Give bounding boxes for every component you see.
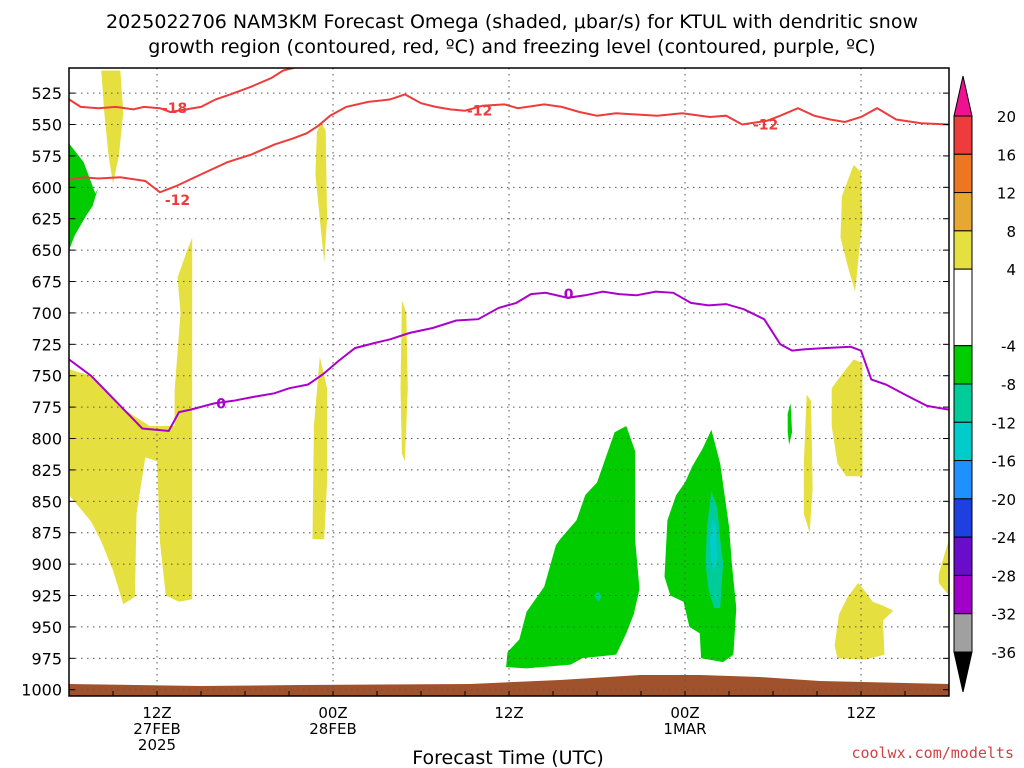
- contour-dendritic-growth-minus12: [69, 93, 949, 194]
- y-tick-label-650: 650: [31, 241, 62, 260]
- shade-green-top-left: [69, 143, 99, 251]
- shade-green-1mar-00z-west: [506, 426, 640, 669]
- colorbar-segment: [953, 153, 973, 194]
- colorbar-segment: [953, 460, 973, 500]
- colorbar-segment: [953, 536, 973, 576]
- colorbar-segment: [953, 574, 973, 615]
- x-axis-label: Forecast Time (UTC): [412, 747, 603, 768]
- grid-lines: [69, 68, 949, 696]
- colorbar-tick-label: -4: [1001, 338, 1016, 356]
- y-tick-label-675: 675: [31, 273, 62, 292]
- site-credit: coolwx.com/modelts: [851, 744, 1014, 762]
- omega-shading-layer: [69, 70, 949, 669]
- colorbar-tick-label: -16: [992, 453, 1017, 471]
- y-tick-label-725: 725: [31, 335, 62, 354]
- x-tick-label-6-1: 27FEB: [133, 720, 180, 738]
- contour-freezing-level-0: [69, 290, 949, 433]
- shade-yellow-1mar-12z-upper: [840, 164, 863, 292]
- contour-label-freezing-repeat: 0: [564, 287, 574, 303]
- y-tick-label-925: 925: [31, 587, 62, 606]
- colorbar-top-arrow: [953, 75, 973, 117]
- shade-yellow-left-large: [69, 237, 193, 605]
- colorbar-bottom-arrow: [953, 651, 973, 693]
- y-tick-label-850: 850: [31, 492, 62, 511]
- y-tick-label-700: 700: [31, 304, 62, 323]
- colorbar-segment: [953, 383, 973, 423]
- pressure-axis: 525 550 575 600 625 650 675 700 725 750 775 800 825 8…: [21, 84, 949, 700]
- contour-label-dendritic-growth-minus18: -18: [162, 101, 187, 117]
- colorbar-tick-label: 4: [1006, 261, 1016, 279]
- shade-green-1mar-07z: [787, 403, 793, 445]
- shade-yellow-28feb-06z: [400, 300, 408, 462]
- x-tick-label-54-0: 12Z: [846, 704, 875, 722]
- shade-yellow-1mar-10z: [831, 359, 863, 477]
- y-tick-label-775: 775: [31, 398, 62, 417]
- ground-terrain: [69, 675, 949, 696]
- y-tick-label-750: 750: [31, 367, 62, 386]
- y-tick-label-825: 825: [31, 461, 62, 480]
- x-tick-label-30-0: 12Z: [494, 704, 523, 722]
- shade-yellow-28feb-00z-upper: [315, 122, 328, 263]
- colorbar-tick-label: -8: [1001, 376, 1016, 394]
- y-tick-label-1000: 1000: [21, 681, 62, 700]
- y-tick-label-625: 625: [31, 210, 62, 229]
- shade-cyan-core-1mar: [709, 517, 718, 571]
- y-tick-label-975: 975: [31, 649, 62, 668]
- colorbar-tick-label: 16: [997, 146, 1016, 164]
- shade-yellow-28feb-00z-lower: [312, 356, 328, 539]
- colorbar-tick-label: -32: [992, 606, 1017, 624]
- shade-yellow-right-edge: [938, 539, 949, 596]
- contour-dendritic-growth-minus18: [69, 68, 296, 114]
- x-tick-label-18-1: 28FEB: [309, 720, 356, 738]
- contour-label-minus12-repeat: -12: [753, 118, 778, 134]
- y-tick-label-550: 550: [31, 116, 62, 135]
- colorbar-segment: [953, 421, 973, 462]
- colorbar-segment: [953, 498, 973, 538]
- colorbar-tick-label: 8: [1006, 223, 1016, 241]
- x-tick-label-6-0: 12Z: [142, 704, 171, 722]
- contour-label-minus12-repeat: -12: [467, 104, 492, 120]
- shade-teal-small-1mar: [594, 591, 602, 602]
- contour-label-dendritic-growth-minus12: -12: [165, 193, 190, 209]
- x-tick-label-42-0: 00Z: [670, 704, 699, 722]
- shade-yellow-upper-left: [101, 70, 124, 184]
- x-tick-label-18-0: 00Z: [318, 704, 347, 722]
- colorbar-segment: [953, 230, 973, 270]
- y-tick-label-950: 950: [31, 618, 62, 637]
- y-tick-label-800: 800: [31, 430, 62, 449]
- y-tick-label-875: 875: [31, 524, 62, 543]
- contour-layer: -18 -12 0 -12 -12 0: [69, 68, 949, 433]
- shade-yellow-1mar-12z-lower: [834, 583, 894, 660]
- colorbar-segment: [953, 345, 973, 385]
- y-tick-label-600: 600: [31, 178, 62, 197]
- colorbar-tick-label: -36: [992, 644, 1017, 662]
- terrain-fill: [69, 675, 949, 696]
- plot-area: -18 -12 0 -12 -12 0: [69, 68, 949, 696]
- colorbar-tick-label: -12: [992, 414, 1017, 432]
- x-tick-label-42-1: 1MAR: [663, 720, 706, 738]
- y-tick-label-900: 900: [31, 555, 62, 574]
- colorbar-segment: [953, 192, 973, 232]
- x-tick-label-6-2: 2025: [138, 736, 176, 754]
- colorbar-tick-label: -24: [992, 529, 1017, 547]
- colorbar-tick-label: 20: [997, 108, 1016, 126]
- colorbar-segment: [953, 115, 973, 155]
- chart-title-line-2: growth region (contoured, red, ºC) and f…: [148, 36, 875, 58]
- colorbar-tick-label: -20: [992, 491, 1017, 509]
- colorbar-tick-label: 12: [997, 185, 1016, 203]
- colorbar-segment: [953, 268, 973, 347]
- y-tick-label-525: 525: [31, 84, 62, 103]
- colorbar-tick-label: -28: [992, 567, 1017, 585]
- chart-title-line-1: 2025022706 NAM3KM Forecast Omega (shaded…: [106, 11, 918, 33]
- contour-label-freezing-level-0: 0: [216, 396, 226, 412]
- shade-yellow-1mar-08z: [803, 394, 813, 533]
- colorbar: 20 16 12 8 4 -4 -8 -12 -16 -20 -24 -28 -32 -36: [953, 75, 1017, 693]
- y-tick-label-575: 575: [31, 147, 62, 166]
- colorbar-segment: [953, 613, 973, 653]
